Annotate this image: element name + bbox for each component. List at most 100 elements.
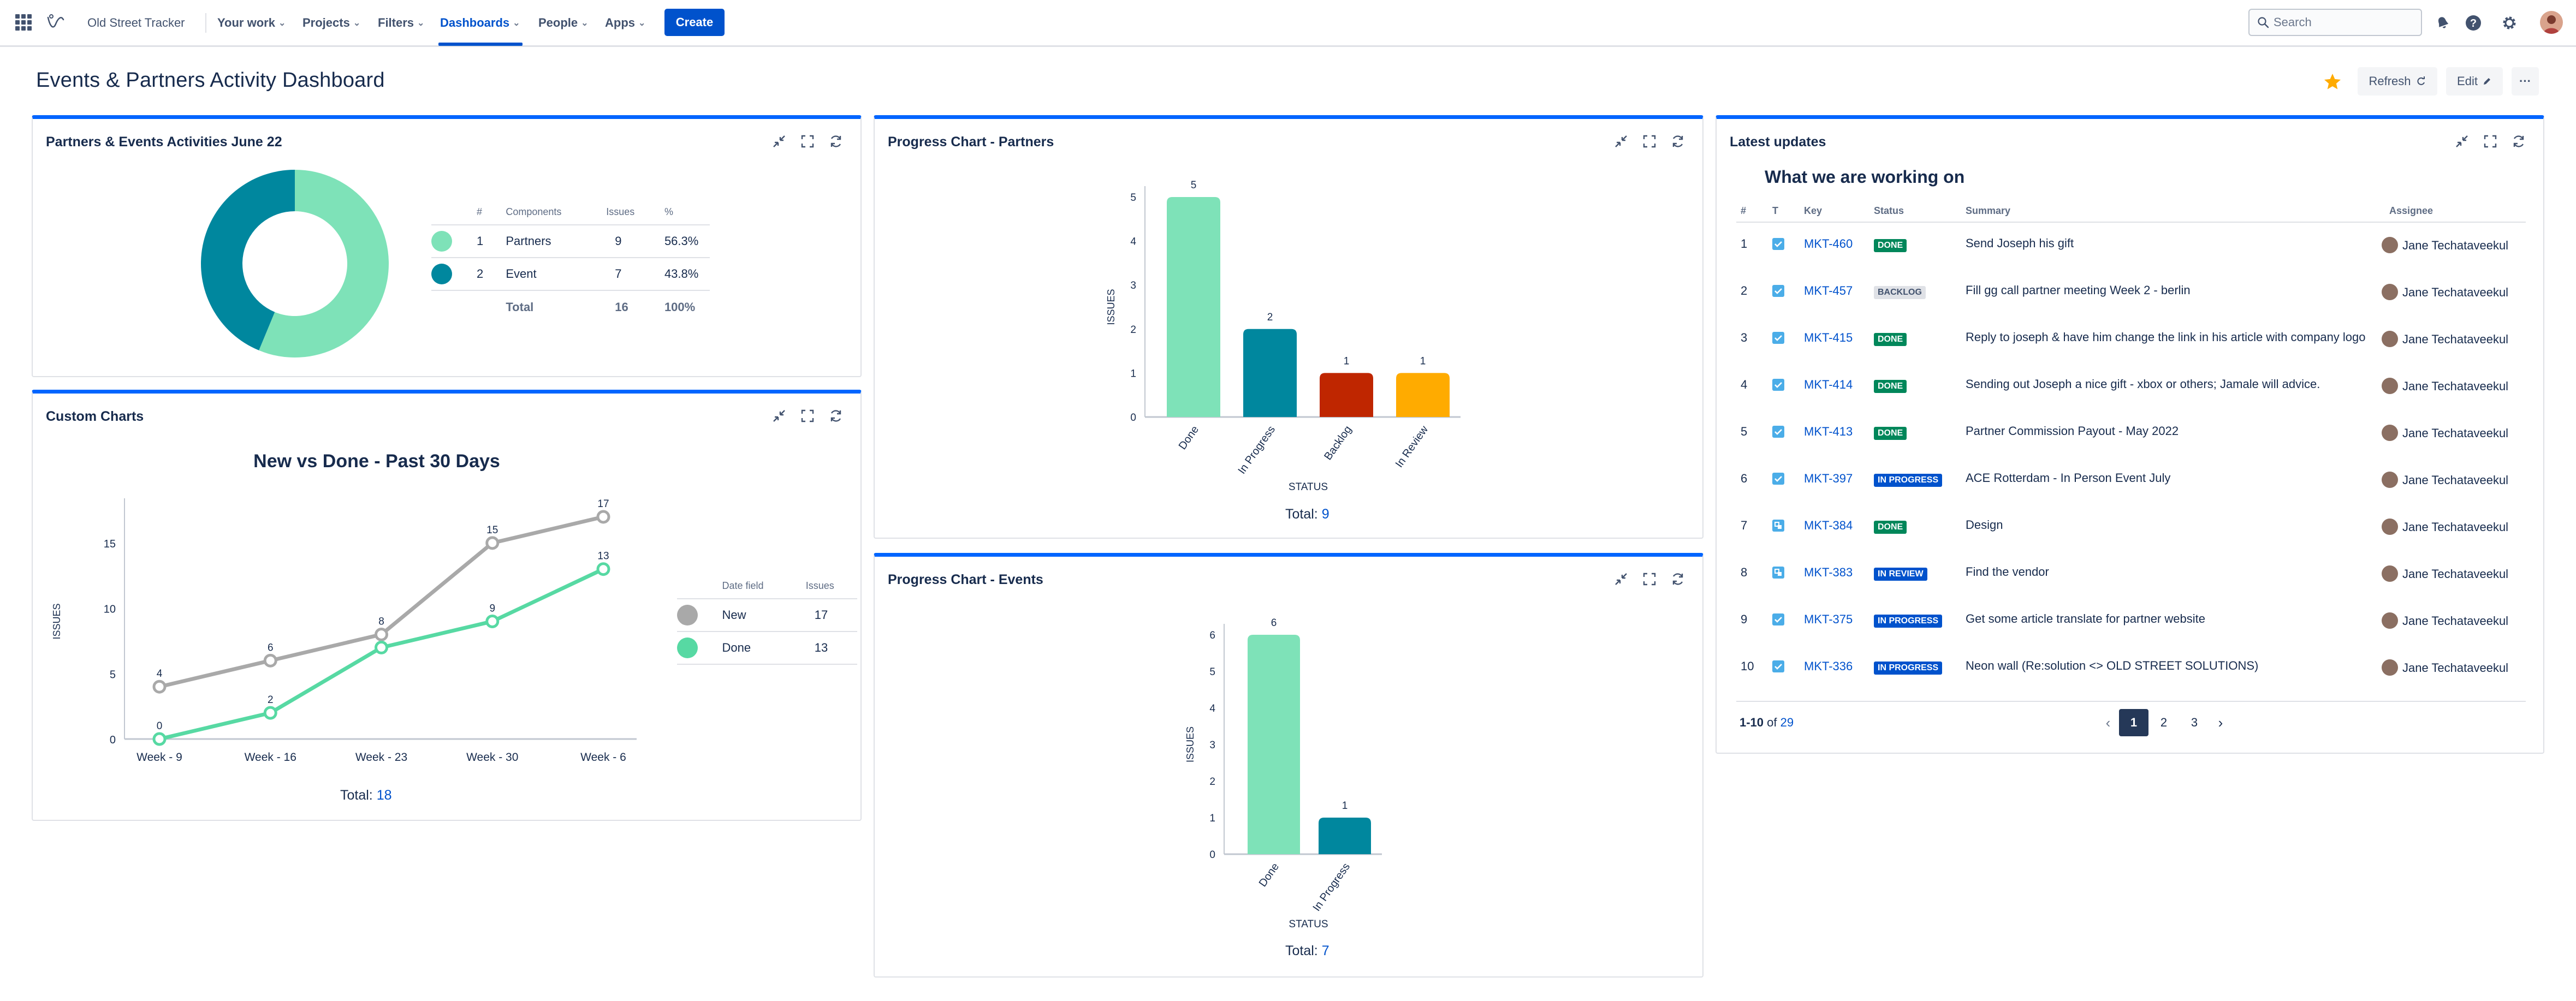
issue-key-link[interactable]: MKT-384: [1804, 519, 1853, 532]
legend-issues-link[interactable]: 17: [805, 599, 857, 632]
total-value-link[interactable]: 18: [376, 788, 392, 803]
issue-key-link[interactable]: MKT-415: [1804, 331, 1853, 344]
issue-key-link[interactable]: MKT-383: [1804, 565, 1853, 579]
table-row[interactable]: 7 MKT-384 DONE Design Jane Techataveekul: [1736, 511, 2526, 558]
minimize-icon[interactable]: [2453, 132, 2471, 151]
table-footer-divider: [1736, 701, 2526, 702]
total-count-link[interactable]: 29: [1780, 716, 1794, 729]
page-button-current[interactable]: 1: [2119, 709, 2148, 736]
site-name[interactable]: Old Street Tracker: [87, 15, 185, 29]
prev-page-chevron-icon[interactable]: ‹: [2105, 714, 2111, 731]
total-value-link[interactable]: 9: [1321, 507, 1329, 522]
next-page-chevron-icon[interactable]: ›: [2218, 714, 2223, 731]
gadget-title: Custom Charts: [46, 409, 144, 424]
refresh-gadget-icon[interactable]: [1669, 132, 1687, 151]
table-row[interactable]: 9 MKT-375 IN PROGRESS Get some article tran…: [1736, 605, 2526, 652]
nav-projects[interactable]: Projects ⌄: [302, 0, 360, 45]
y-axis-label: ISSUES: [51, 603, 62, 639]
nav-filters[interactable]: Filters ⌄: [378, 0, 424, 45]
issue-summary[interactable]: Reply to joseph & have him change the li…: [1966, 330, 2366, 344]
nav-projects-label: Projects: [302, 15, 350, 29]
notifications-icon[interactable]: [2432, 12, 2454, 34]
edit-button[interactable]: Edit: [2446, 67, 2503, 96]
issue-summary[interactable]: Partner Commission Payout - May 2022: [1966, 424, 2179, 438]
refresh-gadget-icon[interactable]: [2509, 132, 2528, 151]
more-actions-button[interactable]: ···: [2512, 67, 2539, 96]
issue-summary[interactable]: Sending out Joseph a nice gift - xbox or…: [1966, 377, 2320, 391]
row-num: 10: [1741, 659, 1754, 673]
table-row[interactable]: 10 MKT-336 IN PROGRESS Neon wall (Re:soluti…: [1736, 652, 2526, 699]
nav-apps[interactable]: Apps ⌄: [605, 0, 645, 45]
issue-key-link[interactable]: MKT-414: [1804, 378, 1853, 391]
issue-summary[interactable]: ACE Rotterdam - In Person Event July: [1966, 471, 2171, 485]
app-switcher-icon[interactable]: [15, 14, 32, 31]
table-row[interactable]: 2 MKT-457 BACKLOG Fill gg call partner meet…: [1736, 276, 2526, 323]
create-button[interactable]: Create: [664, 9, 725, 36]
legend-issues-link[interactable]: 13: [805, 631, 857, 665]
page-button[interactable]: 2: [2160, 716, 2168, 729]
page-button[interactable]: 3: [2191, 716, 2198, 729]
search-input[interactable]: Search: [2248, 9, 2422, 36]
refresh-gadget-icon[interactable]: [827, 407, 845, 425]
status-badge: BACKLOG: [1874, 284, 1926, 299]
of-label: of: [1764, 716, 1780, 729]
chevron-down-icon: ⌄: [353, 18, 361, 28]
expand-icon[interactable]: [1640, 132, 1659, 151]
legend-num: 1: [477, 225, 506, 258]
issue-key-link[interactable]: MKT-397: [1804, 472, 1853, 485]
legend-swatch: [677, 605, 698, 625]
expand-icon[interactable]: [798, 407, 817, 425]
issue-key-link[interactable]: MKT-457: [1804, 284, 1853, 297]
legend-issues-link[interactable]: 7: [606, 258, 664, 291]
issue-summary[interactable]: Get some article translate for partner w…: [1966, 612, 2205, 625]
expand-icon[interactable]: [1640, 570, 1659, 588]
line-legend-table: Date field Issues New 17 Done 13: [677, 580, 857, 665]
issue-key-link[interactable]: MKT-413: [1804, 425, 1853, 438]
table-row[interactable]: 4 MKT-414 DONE Sending out Joseph a nice gi…: [1736, 370, 2526, 417]
search-icon: [2258, 17, 2269, 28]
settings-gear-icon[interactable]: [2498, 12, 2520, 34]
legend-swatch: [431, 264, 452, 284]
issue-summary[interactable]: Design: [1966, 518, 2003, 532]
help-icon[interactable]: ?: [2462, 12, 2484, 34]
user-avatar[interactable]: [2540, 11, 2563, 34]
refresh-gadget-icon[interactable]: [827, 132, 845, 151]
site-logo-icon[interactable]: [45, 11, 67, 33]
minimize-icon[interactable]: [1612, 570, 1630, 588]
legend-issues-link[interactable]: 9: [606, 225, 664, 258]
total-value-link[interactable]: 7: [1321, 943, 1329, 958]
chart-total: Total: 18: [340, 788, 392, 803]
issue-key-link[interactable]: MKT-460: [1804, 237, 1853, 251]
bar-backlog: [1320, 373, 1373, 417]
nav-people[interactable]: People ⌄: [538, 0, 589, 45]
table-row[interactable]: 1 MKT-460 DONE Send Joseph his gift Jane Tec…: [1736, 229, 2526, 276]
assignee-name: Jane Techataveekul: [2402, 285, 2509, 299]
data-point-done: [596, 562, 610, 576]
top-navigation: Old Street Tracker Your work ⌄ Projects ⌄ …: [0, 0, 2576, 47]
expand-icon[interactable]: [798, 132, 817, 151]
table-row[interactable]: 3 MKT-415 DONE Reply to joseph & have him c…: [1736, 323, 2526, 370]
table-row[interactable]: 5 MKT-413 DONE Partner Commission Payout - …: [1736, 417, 2526, 464]
nav-your-work[interactable]: Your work ⌄: [217, 0, 286, 45]
legend-total-issues[interactable]: 16: [615, 300, 628, 314]
refresh-button[interactable]: Refresh: [2358, 67, 2437, 96]
issue-summary[interactable]: Find the vendor: [1966, 565, 2049, 579]
minimize-icon[interactable]: [1612, 132, 1630, 151]
issue-summary[interactable]: Fill gg call partner meeting Week 2 - be…: [1966, 283, 2191, 297]
issue-key-link[interactable]: MKT-336: [1804, 659, 1853, 673]
status-badge: IN PROGRESS: [1874, 659, 1943, 675]
table-row[interactable]: 8 MKT-383 IN REVIEW Find the vendor Jane Tec…: [1736, 558, 2526, 605]
minimize-icon[interactable]: [770, 132, 788, 151]
issue-summary[interactable]: Neon wall (Re:solution <> OLD STREET SOL…: [1966, 659, 2259, 672]
table-row[interactable]: 6 MKT-397 IN PROGRESS ACE Rotterdam - In Pe…: [1736, 464, 2526, 511]
nav-dashboards[interactable]: Dashboards ⌄: [440, 0, 520, 45]
expand-icon[interactable]: [2481, 132, 2500, 151]
refresh-gadget-icon[interactable]: [1669, 570, 1687, 588]
row-num: 7: [1741, 519, 1748, 532]
pagination: ‹ 1 2 3 ›: [2088, 709, 2241, 736]
gadget-title: Latest updates: [1730, 134, 1826, 150]
issue-key-link[interactable]: MKT-375: [1804, 612, 1853, 626]
star-favorite-icon[interactable]: [2323, 72, 2342, 92]
issue-summary[interactable]: Send Joseph his gift: [1966, 236, 2074, 250]
minimize-icon[interactable]: [770, 407, 788, 425]
